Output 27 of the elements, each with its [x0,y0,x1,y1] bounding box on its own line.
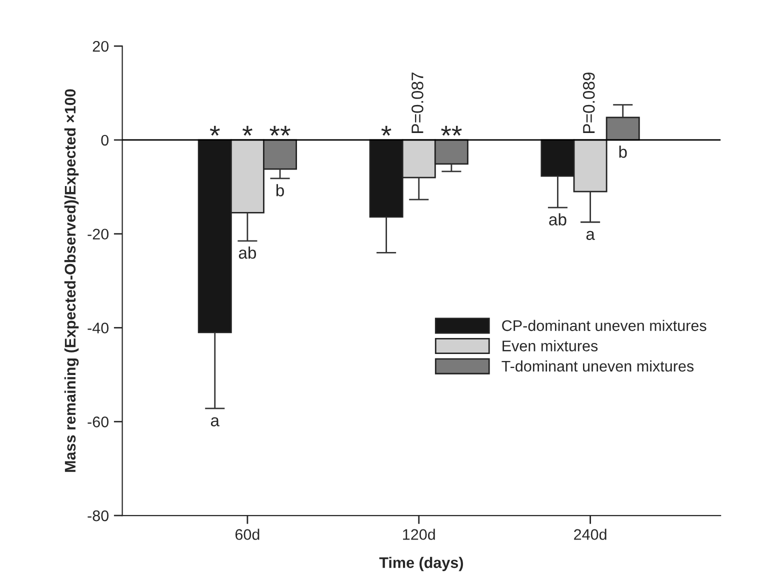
annotation: P=0.087 [412,72,424,133]
y-tick-label: 20 [92,40,109,52]
annotation: ** [441,126,462,136]
x-tick-label: 240d [574,528,606,540]
y-tick-label: -60 [88,416,109,428]
annotation: ab [549,213,566,226]
y-tick-label: -40 [88,322,109,334]
annotation: a [210,417,220,426]
annotation: a [586,230,595,240]
annotation: * [242,126,252,136]
y-tick-label: -80 [88,510,109,522]
legend-label: T-dominant uneven mixtures [502,360,694,372]
x-tick-label: 60d [235,528,260,540]
annotation: ab [238,246,256,259]
annotation: * [381,126,392,136]
annotation: P=0.089 [582,72,595,133]
y-axis-title: Mass remaining (Expected-Observed)/Expected ×100 [64,89,79,472]
y-tick-label: -20 [88,228,109,240]
annotation: b [619,146,627,158]
annotation: ** [270,126,290,136]
x-tick-label: 120d [403,528,435,540]
legend-label: Even mixtures [502,340,598,352]
x-axis-title: Time (days) [379,556,463,572]
legend-label: CP-dominant uneven mixtures [502,320,706,332]
annotation: * [210,126,220,136]
annotation: b [276,184,284,196]
y-tick-label: 0 [101,134,109,146]
